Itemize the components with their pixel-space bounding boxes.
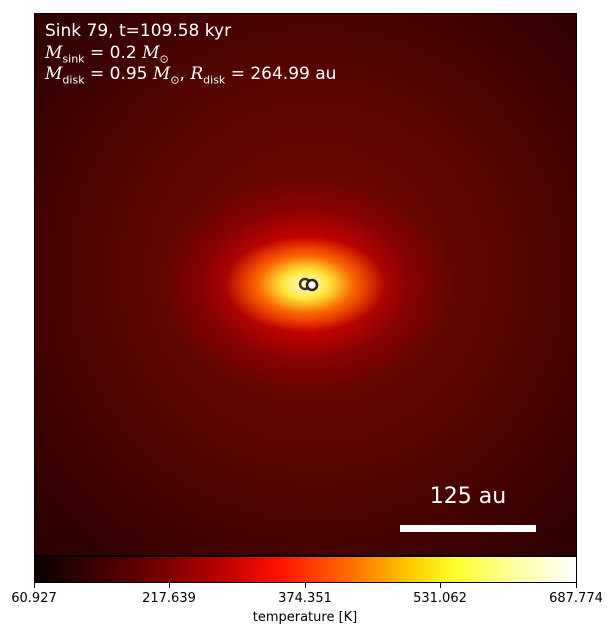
scalebar — [400, 525, 536, 532]
colorbar-title: temperature [K] — [252, 610, 358, 625]
sink-mass-value: 0.2 — [109, 43, 137, 63]
colorbar-tick — [305, 583, 306, 588]
colorbar-tick-label: 374.351 — [278, 591, 332, 606]
disk-properties-label: Mdisk = 0.95 M⊙, Rdisk = 264.99 au — [45, 64, 337, 87]
colorbar — [34, 556, 577, 583]
colorbar-tick-label: 531.062 — [413, 591, 467, 606]
disk-radius-unit: au — [315, 64, 337, 84]
colorbar-tick-label: 217.639 — [142, 591, 196, 606]
colorbar-tick — [440, 583, 441, 588]
sink-mass-label: Msink = 0.2 M⊙ — [45, 43, 169, 66]
scalebar-label: 125 au — [429, 484, 507, 509]
colorbar-tick — [169, 583, 170, 588]
sink-time-label: Sink 79, t=109.58 kyr — [45, 21, 232, 41]
disk-radius-value: 264.99 — [250, 64, 310, 84]
sink-markers — [298, 277, 319, 292]
colorbar-tick-label: 687.774 — [549, 591, 603, 606]
colorbar-tick — [576, 583, 577, 588]
disk-mass-value: 0.95 — [109, 64, 148, 84]
sink-marker-companion — [305, 278, 319, 292]
colorbar-tick-label: 60.927 — [11, 591, 57, 606]
temperature-map — [34, 13, 577, 556]
colorbar-tick — [34, 583, 35, 588]
